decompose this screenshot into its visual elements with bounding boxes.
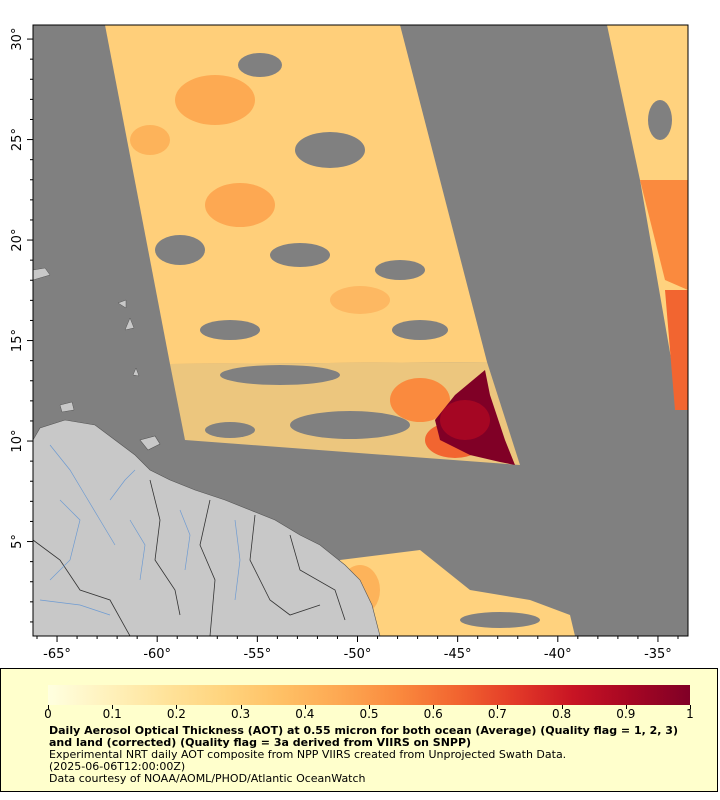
- lon-tick-label: -40°: [544, 647, 572, 660]
- colorbar-tick-label: 0.1: [102, 707, 122, 721]
- aot-map[interactable]: -65° -60° -55° -50° -45° -40° -35° 5° 10° 15° 20°…: [0, 0, 720, 662]
- lon-tick-label: -65°: [43, 647, 71, 660]
- lon-tick-label: -55°: [243, 647, 271, 660]
- map-canvas[interactable]: -65° -60° -55° -50° -45° -40° -35° 5° 10° 15° 20°…: [0, 0, 720, 662]
- caption-line-1: Experimental NRT daily AOT composite fro…: [49, 748, 567, 761]
- caption-title: Daily Aerosol Optical Thickness (AOT) at…: [49, 724, 678, 749]
- lat-tick-label: 20°: [10, 229, 25, 252]
- lat-tick-label: 25°: [10, 128, 25, 151]
- colorbar-tick-mark: [112, 705, 114, 709]
- lat-tick-label: 15°: [10, 329, 25, 352]
- colorbar-tick-mark: [690, 705, 691, 709]
- colorbar-tick-label: 0.2: [166, 707, 186, 721]
- latitude-axis: 5° 10° 15° 20° 25° 30°: [10, 28, 33, 623]
- colorbar-tick-label: 0.5: [359, 707, 379, 721]
- colorbar-gradient: [48, 685, 690, 705]
- lat-tick-label: 30°: [10, 28, 25, 51]
- colorbar-tick-label: 0.9: [616, 707, 636, 721]
- colorbar-tick-mark: [304, 705, 306, 709]
- lat-tick-label: 10°: [10, 430, 25, 453]
- lat-tick-label: 5°: [10, 534, 25, 549]
- map-border: [32, 24, 689, 637]
- longitude-axis: -65° -60° -55° -50° -45° -40° -35°: [36, 636, 679, 662]
- aot-colorbar: [48, 685, 690, 705]
- aot-swath-right: [607, 25, 688, 410]
- colorbar-tick-label: 0.7: [487, 707, 507, 721]
- caption-line-2: (2025-06-06T12:00:00Z): [49, 760, 186, 773]
- colorbar-tick-label: 1: [686, 707, 694, 721]
- colorbar-svg: [48, 685, 690, 705]
- colorbar-tick-mark: [561, 705, 563, 709]
- colorbar-tick-label: 0.8: [552, 707, 572, 721]
- map-caption: Daily Aerosol Optical Thickness (AOT) at…: [49, 725, 679, 785]
- colorbar-tick-mark: [369, 705, 370, 709]
- colorbar-tick-mark: [625, 705, 627, 709]
- lon-tick-label: -50°: [344, 647, 372, 660]
- colorbar-tick-label: 0.3: [231, 707, 251, 721]
- colorbar-tick-mark: [497, 705, 499, 709]
- lon-tick-label: -60°: [143, 647, 171, 660]
- lon-tick-label: -35°: [644, 647, 672, 660]
- colorbar-tick-mark: [48, 705, 49, 709]
- land-south-america: [32, 267, 381, 637]
- colorbar-tick-label: 0.6: [423, 707, 443, 721]
- colorbar-ticks: 0 0.1 0.2 0.3 0.4 0.5 0.6 0.7 0.8 0.9 1: [44, 705, 694, 731]
- caption-line-3: Data courtesy of NOAA/AOML/PHOD/Atlantic…: [49, 772, 366, 785]
- colorbar-tick-mark: [433, 705, 435, 709]
- lon-tick-label: -45°: [444, 647, 472, 660]
- aot-swath-main: [105, 25, 520, 465]
- colorbar-tick-label: 0.4: [295, 707, 315, 721]
- colorbar-tick-mark: [240, 705, 242, 709]
- colorbar-tick-mark: [176, 705, 178, 709]
- legend-panel: 0 0.1 0.2 0.3 0.4 0.5 0.6 0.7 0.8 0.9 1 Daily Aero…: [0, 668, 718, 792]
- colorbar-tick-label: 0: [44, 707, 52, 721]
